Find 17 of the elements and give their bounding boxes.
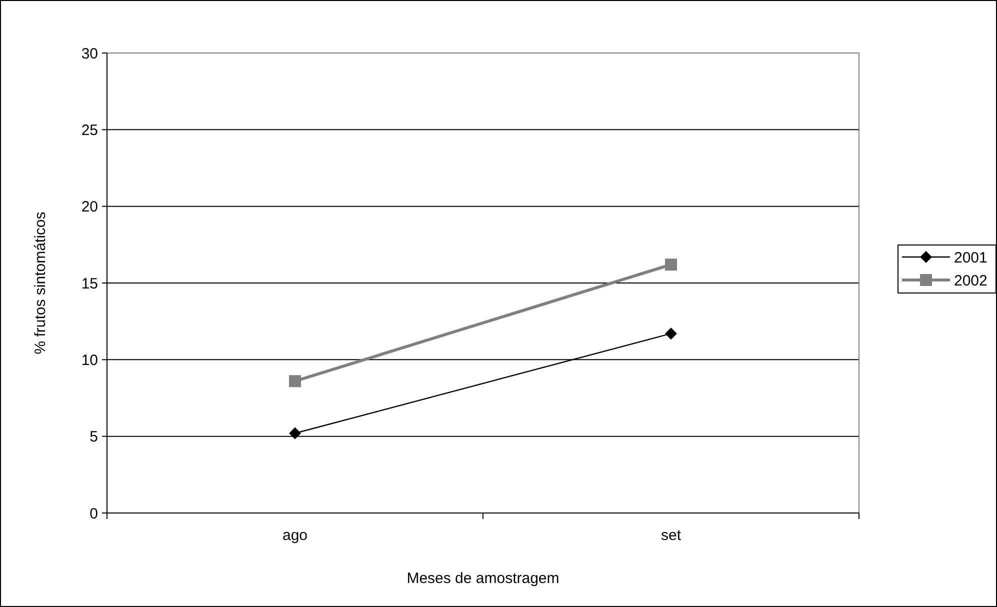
y-tick-label: 10: [81, 352, 98, 369]
x-tick-label: ago: [282, 527, 308, 544]
point: [289, 427, 301, 440]
y-tick-label: 25: [81, 122, 98, 139]
y-tick-label: 0: [90, 505, 98, 522]
y-tick-label: 20: [81, 198, 98, 216]
y-tick-label: 5: [90, 428, 98, 446]
x-axis-title: Meses de amostragem: [406, 570, 560, 587]
point: [665, 258, 677, 271]
point: [665, 328, 677, 340]
legend-label: 2001: [954, 249, 988, 266]
y-tick-label: 30: [81, 45, 98, 62]
y-axis-title: % frutos sintomáticos: [32, 212, 49, 354]
y-tick-label: 15: [81, 275, 98, 292]
point: [289, 375, 301, 388]
x-tick-label: set: [660, 527, 682, 544]
legend-label: 2002: [954, 272, 988, 290]
